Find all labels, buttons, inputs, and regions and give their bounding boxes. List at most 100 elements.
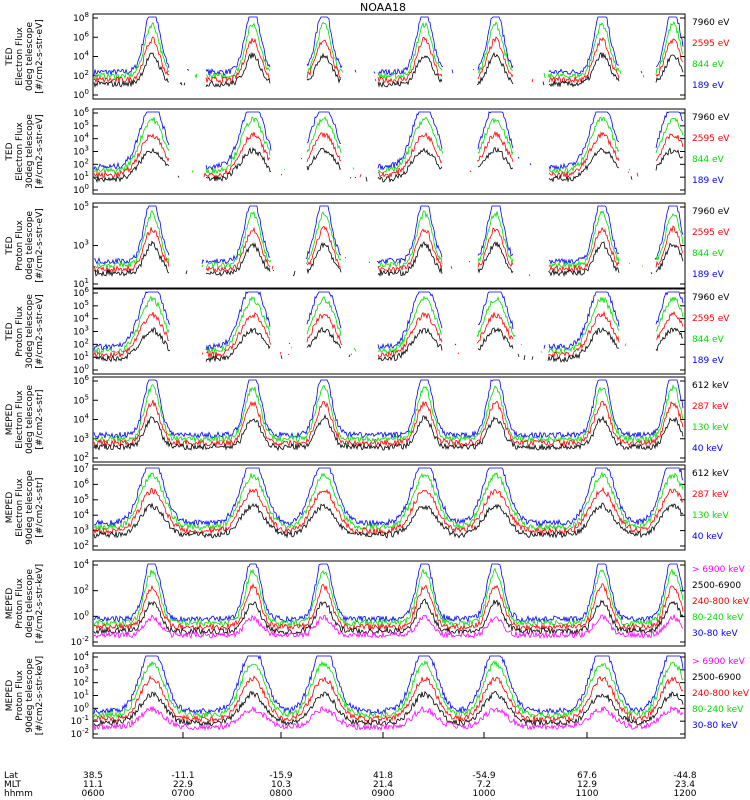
y-axis-label: TED [5,142,15,161]
legend-entry: 30-80 keV [692,629,738,639]
legend-entry: 130 keV [692,511,729,521]
y-axis-label: Electron Flux [15,390,25,449]
y-axis-label: Proton Flux [15,306,25,357]
series-trace [93,414,684,452]
x-tick-label: 1100 [576,789,599,799]
y-tick-label: 104 [73,650,89,663]
y-tick-label: 100 [73,609,89,622]
series-trace [93,659,684,719]
legend-entry: 612 keV [692,469,729,479]
y-axis-label: MEPED [5,680,15,712]
y-tick-label: 103 [73,524,89,537]
y-tick-label: 105 [73,393,89,406]
legend-entry: 7960 eV [692,207,730,217]
legend-entry: 2595 eV [692,228,730,238]
y-axis-label: TED [5,322,15,341]
legend-entry: 7960 eV [692,18,730,28]
x-tick-label: 7.2 [477,780,491,790]
series-trace [93,567,684,628]
series-trace [93,614,684,640]
y-axis-label: [#/cm2-s-str-eV] [35,114,45,189]
legend-entry: 130 keV [692,423,729,433]
series-trace [93,205,684,266]
y-tick-label: 100 [73,88,89,101]
series-trace [93,116,684,175]
y-tick-label: 106 [73,106,89,119]
legend-entry: 2500-6900 [692,581,741,591]
series-trace [93,146,684,184]
legend-entry: 287 keV [692,490,729,500]
y-tick-label: 104 [73,558,89,571]
y-axis-label: [#/cm2-s-str-eV] [35,19,45,94]
series-trace [93,111,684,171]
legend-entry: > 6900 keV [692,565,746,575]
x-tick-label: 0600 [82,789,105,799]
x-tick-label: 38.5 [83,771,103,781]
series-trace [93,16,684,77]
series-trace [93,675,684,724]
y-tick-label: 101 [73,350,89,363]
plot-frame [92,464,686,551]
x-row-label: MLT [4,780,22,790]
legend-entry: 40 keV [692,532,724,542]
y-axis-label: [#/cm2-s-str-keV] [35,564,45,643]
series-trace [93,225,684,274]
y-axis-label: Electron Flux [15,27,25,86]
series-trace [93,326,684,363]
x-tick-label: 12.9 [577,780,597,790]
x-tick-label: -44.8 [673,771,697,781]
y-tick-label: 104 [73,413,89,426]
series-trace [93,36,684,85]
legend-entry: 80-240 keV [692,705,744,715]
y-tick-label: 105 [73,119,89,132]
y-axis-label: 0deg telescope [25,569,35,639]
y-tick-label: 104 [73,508,89,521]
y-axis-label: 30deg telescope [25,114,35,189]
y-axis-label: MEPED [5,492,15,524]
legend-entry: 189 eV [692,176,725,186]
y-tick-label: 104 [73,132,89,145]
series-trace [93,582,684,632]
legend-entry: 189 eV [692,270,725,280]
panel-7: 104 102 100 10-2 MEPED Proton Flux 0deg telesc… [5,558,750,648]
x-tick-label: 23.4 [675,780,695,790]
y-tick-label: 104 [73,50,89,63]
figure-title: NOAA18 [360,1,406,14]
y-tick-label: 10-2 [71,727,89,740]
legend-entry: 30-80 keV [692,721,738,731]
legend-entry: 2500-6900 [692,673,741,683]
series-trace [93,690,684,728]
y-tick-label: 103 [73,325,89,338]
y-tick-label: 10-1 [71,714,89,727]
y-axis-label: [#/cm2-s-str-keV] [35,656,45,735]
y-axis-label: MEPED [5,588,15,620]
x-tick-label: -54.9 [472,771,496,781]
x-tick-label: -15.9 [269,771,293,781]
x-row-label: Lat [4,771,19,781]
y-axis-label: Electron Flux [15,122,25,181]
y-axis-label: 30deg telescope [25,294,35,369]
legend-entry: 612 keV [692,381,729,391]
series-trace [93,51,684,88]
legend-entry: 189 eV [692,81,725,91]
y-tick-label: 105 [73,493,89,506]
legend-entry: 844 eV [692,335,725,345]
legend-entry: 189 eV [692,356,725,366]
series-trace [93,384,684,444]
y-tick-label: 108 [73,11,89,24]
legend-entry: 2595 eV [692,39,730,49]
y-axis-label: TED [5,47,15,66]
series-trace [93,563,684,624]
legend-entry: 2595 eV [692,134,730,144]
series-trace [93,290,684,352]
y-tick-label: 100 [73,183,89,196]
series-trace [93,20,684,81]
y-axis-label: [#/cm2-s-str] [35,389,45,449]
y-axis-label: Proton Flux [15,670,25,721]
legend-entry: 40 keV [692,444,724,454]
legend-entry: 240-800 keV [692,689,750,699]
